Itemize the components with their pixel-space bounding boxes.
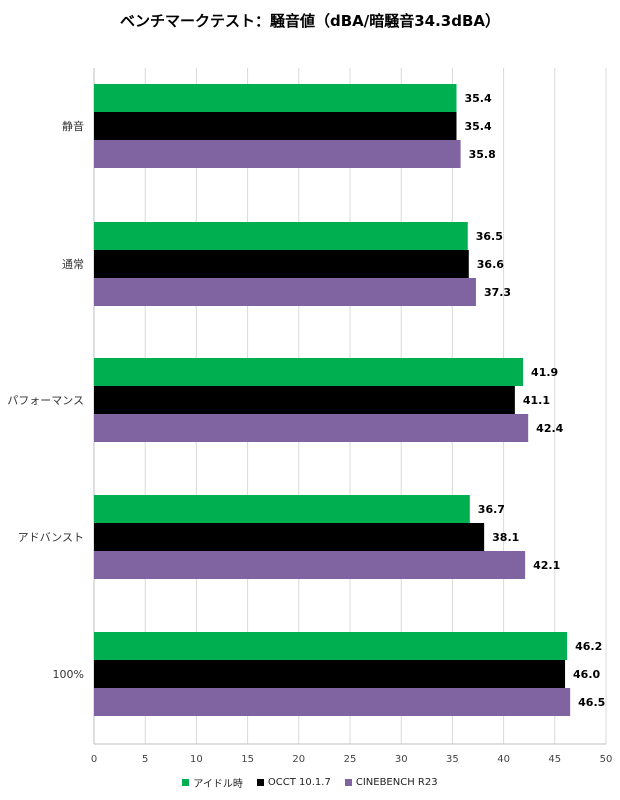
data-label: 36.6 [477,258,504,271]
legend: アイドル時 OCCT 10.1.7 CINEBENCH R23 [0,775,620,790]
legend-label-idle: アイドル時 [193,779,243,790]
x-tick-label: 15 [241,754,254,765]
data-label: 46.2 [575,640,602,653]
data-label: 46.5 [578,696,605,709]
data-label: 41.1 [523,394,550,407]
chart-title: ベンチマークテスト：騒音値（dBA/暗騒音34.3dBA） [119,12,501,30]
data-label: 41.9 [531,366,558,379]
x-tick-label: 5 [142,754,148,765]
bar [94,551,526,579]
bar [94,278,476,306]
x-tick-label: 0 [91,754,97,765]
x-tick-label: 30 [395,754,408,765]
x-tick-label: 50 [600,754,613,765]
x-tick-label: 20 [292,754,305,765]
category-label: アドバンスト [18,531,84,544]
category-label: パフォーマンス [7,394,84,407]
data-label: 35.4 [464,120,491,133]
data-label: 42.1 [533,559,560,572]
category-label: 静音 [62,119,84,133]
bar [94,358,524,386]
bar [94,250,469,278]
data-label: 42.4 [536,422,563,435]
bar [94,112,457,140]
bar [94,84,457,112]
x-tick-label: 40 [497,754,510,765]
data-label: 35.8 [469,148,496,161]
legend-item-idle: アイドル時 [182,775,243,790]
data-label: 35.4 [464,92,491,105]
x-tick-label: 35 [446,754,459,765]
data-label: 36.7 [478,503,505,516]
bar [94,632,568,660]
bar [94,140,461,168]
legend-swatch-idle [182,779,190,786]
bar [94,222,468,250]
bar [94,414,529,442]
bar [94,660,566,688]
category-label: 100% [53,668,84,681]
data-label: 38.1 [492,531,519,544]
x-tick-label: 45 [548,754,561,765]
legend-swatch-occt [256,779,264,786]
legend-label-occt: OCCT 10.1.7 [267,777,331,788]
legend-item-cinebench: CINEBENCH R23 [344,775,438,790]
legend-label-cinebench: CINEBENCH R23 [355,777,438,788]
data-label: 36.5 [476,230,503,243]
bar [94,688,571,716]
bar [94,523,485,551]
data-label: 37.3 [484,286,511,299]
data-label: 46.0 [573,668,600,681]
legend-swatch-cinebench [344,779,352,786]
bar [94,386,515,414]
category-label: 通常 [62,258,84,271]
legend-item-occt: OCCT 10.1.7 [256,775,331,790]
bar [94,495,470,523]
x-tick-label: 10 [190,754,203,765]
x-tick-label: 25 [344,754,357,765]
